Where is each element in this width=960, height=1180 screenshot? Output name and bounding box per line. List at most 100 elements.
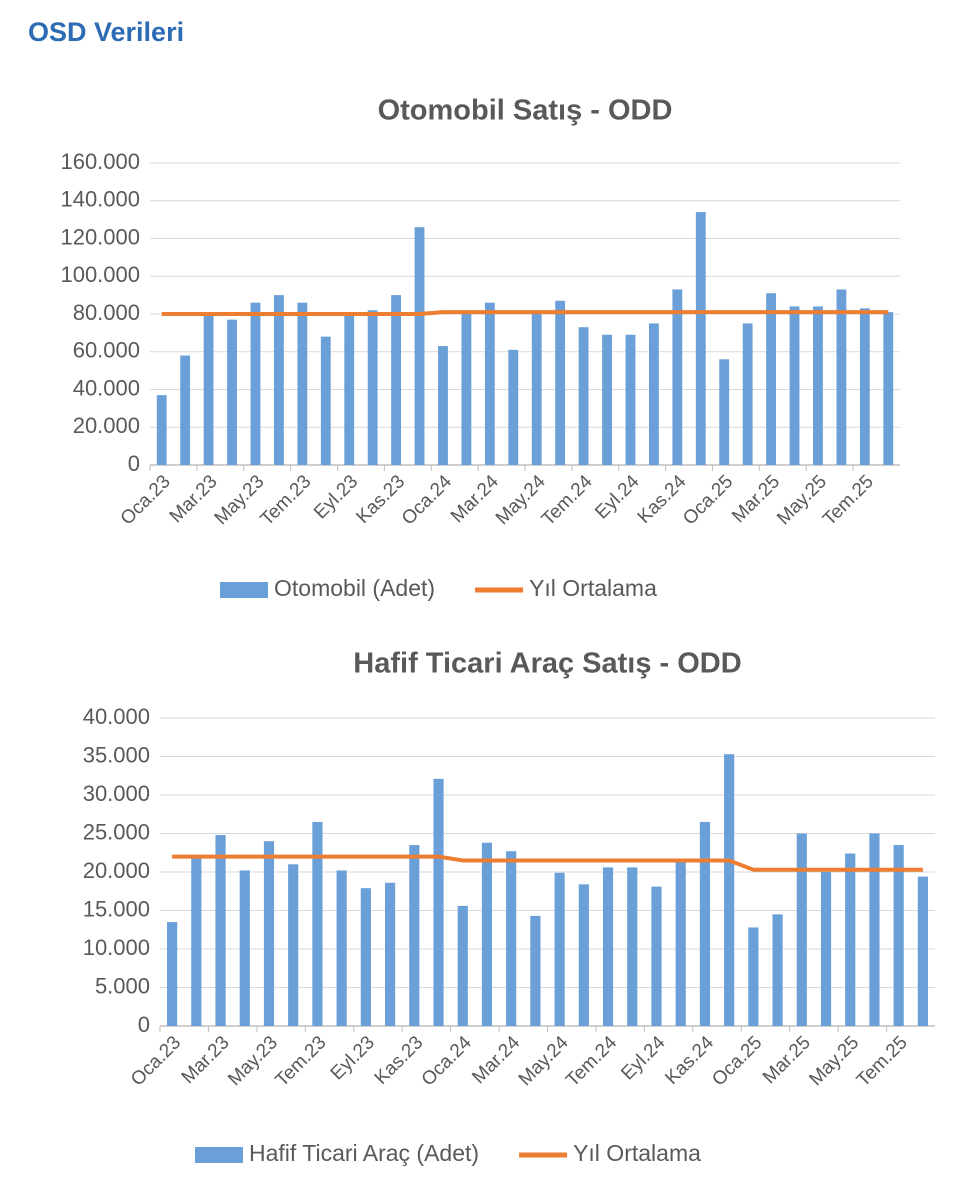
bar <box>336 870 347 1026</box>
bar <box>180 355 191 465</box>
bar <box>845 853 856 1026</box>
legend-label: Yıl Ortalama <box>573 1140 701 1166</box>
y-tick-label: 80.000 <box>73 300 140 325</box>
chart-title: Hafif Ticari Araç Satış - ODD <box>353 648 741 680</box>
bar <box>555 300 566 465</box>
x-tick-label: Oca.24 <box>398 471 456 529</box>
bar <box>883 312 894 465</box>
bar <box>203 315 214 465</box>
average-line <box>161 310 889 316</box>
legend-swatch <box>220 582 268 598</box>
legend-label: Otomobil (Adet) <box>274 575 435 601</box>
bar <box>748 927 759 1026</box>
legend-label: Yıl Ortalama <box>529 575 657 601</box>
x-tick-label: Mar.25 <box>728 471 784 527</box>
bar <box>457 905 468 1026</box>
legend-swatch <box>195 1147 243 1163</box>
bar <box>288 864 299 1026</box>
y-tick-label: 25.000 <box>83 819 150 844</box>
bar <box>414 227 425 465</box>
bar <box>312 821 323 1026</box>
x-tick-label: Oca.25 <box>708 1032 766 1090</box>
bar <box>789 306 800 465</box>
bar <box>191 856 202 1026</box>
y-tick-label: 0 <box>128 451 140 476</box>
x-tick-label: Tem.23 <box>257 471 316 530</box>
bar <box>391 295 402 465</box>
x-tick-label: May.24 <box>492 471 550 529</box>
y-tick-label: 140.000 <box>60 187 140 212</box>
average-line <box>172 854 923 872</box>
bar <box>578 327 589 465</box>
x-tick-label: Kas.23 <box>352 471 409 528</box>
bar <box>893 845 904 1026</box>
bar <box>724 754 735 1026</box>
bar <box>554 872 565 1026</box>
bar <box>250 302 261 465</box>
y-tick-label: 20.000 <box>83 858 150 883</box>
bar <box>167 922 178 1026</box>
bar <box>438 346 448 465</box>
bar <box>508 349 519 465</box>
x-tick-label: May.25 <box>773 471 831 529</box>
y-tick-label: 0 <box>138 1012 150 1037</box>
bar <box>602 867 614 1026</box>
x-tick-label: Eyl.23 <box>327 1032 379 1084</box>
y-tick-label: 15.000 <box>83 896 150 921</box>
bar <box>156 395 167 465</box>
bar <box>531 314 542 465</box>
x-tick-label: Oca.25 <box>679 471 737 529</box>
y-tick-label: 10.000 <box>83 935 150 960</box>
y-tick-label: 35.000 <box>83 742 150 767</box>
x-tick-label: Kas.23 <box>371 1032 428 1089</box>
y-tick-label: 5.000 <box>95 973 150 998</box>
bar <box>273 295 284 465</box>
y-tick-label: 160.000 <box>60 149 140 174</box>
x-tick-label: Kas.24 <box>661 1032 718 1089</box>
x-tick-label: Tem.25 <box>853 1032 912 1091</box>
bar <box>813 306 823 465</box>
bar <box>772 914 783 1026</box>
bar <box>227 319 237 465</box>
x-tick-label: Oca.23 <box>117 471 175 529</box>
bar <box>625 334 636 465</box>
page-title: OSD Verileri <box>28 17 184 47</box>
x-tick-label: Mar.24 <box>447 471 503 527</box>
bar <box>672 289 683 465</box>
bar <box>820 872 832 1026</box>
bar <box>481 842 493 1026</box>
bar <box>433 778 444 1026</box>
bar <box>766 293 777 465</box>
bar <box>648 323 659 465</box>
bar <box>215 835 226 1026</box>
bar <box>917 876 928 1026</box>
x-tick-label: Kas.24 <box>634 471 691 528</box>
x-tick-label: Oca.24 <box>418 1032 476 1090</box>
bar <box>461 314 472 465</box>
bar <box>836 289 847 465</box>
y-tick-label: 40.000 <box>83 704 150 729</box>
bar <box>367 310 378 465</box>
bar <box>651 886 662 1026</box>
bar <box>320 336 331 465</box>
bar <box>742 323 753 465</box>
x-tick-label: May.23 <box>211 471 269 529</box>
bar <box>719 359 730 465</box>
x-tick-label: May.24 <box>515 1032 573 1090</box>
bar <box>263 841 275 1026</box>
bar <box>796 833 807 1026</box>
bar <box>869 833 880 1026</box>
bar <box>409 845 420 1026</box>
x-tick-label: Mar.24 <box>468 1032 524 1088</box>
bar <box>384 882 396 1026</box>
x-tick-label: Eyl.24 <box>617 1032 669 1084</box>
bar <box>578 884 589 1026</box>
x-tick-label: Tem.24 <box>562 1032 621 1091</box>
bar <box>344 315 355 465</box>
x-tick-label: Mar.23 <box>166 471 222 527</box>
bar <box>297 302 308 465</box>
x-tick-label: Tem.23 <box>272 1032 331 1091</box>
x-tick-label: Mar.23 <box>178 1032 234 1088</box>
bar <box>695 212 706 465</box>
